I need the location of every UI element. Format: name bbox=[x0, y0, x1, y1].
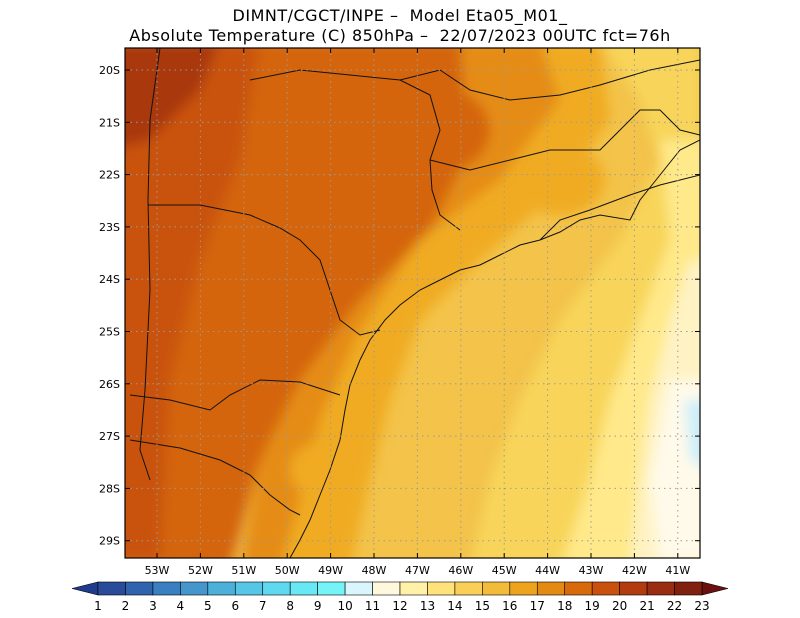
colorbar-label: 18 bbox=[557, 599, 572, 613]
lon-label: 46W bbox=[448, 564, 473, 577]
colorbar-label: 11 bbox=[365, 599, 380, 613]
axis-ticks: 20S 21S 22S 23S 24S 25S 26S 27S 28S 29S 53W 52W 51W 5… bbox=[99, 48, 700, 577]
temperature-field bbox=[125, 48, 700, 558]
colorbar-swatch bbox=[399, 581, 428, 596]
colorbar-label: 1 bbox=[94, 599, 102, 613]
lon-label: 42W bbox=[622, 564, 647, 577]
colorbar-swatch bbox=[234, 581, 264, 596]
lon-label: 53W bbox=[145, 564, 170, 577]
title-line-1: DIMNT/CGCT/INPE – Model Eta05_M01_ bbox=[232, 6, 568, 25]
colorbar-label: 16 bbox=[502, 599, 517, 613]
lon-label: 44W bbox=[535, 564, 560, 577]
lat-label: 21S bbox=[99, 116, 120, 129]
lat-label: 28S bbox=[99, 482, 120, 495]
lon-label: 52W bbox=[188, 564, 213, 577]
graticule bbox=[125, 48, 700, 558]
colorbar-label: 8 bbox=[286, 599, 294, 613]
colorbar-swatch bbox=[674, 581, 703, 596]
colorbar-label: 15 bbox=[475, 599, 490, 613]
colorbar-swatch bbox=[646, 581, 675, 596]
lat-label: 22S bbox=[99, 169, 120, 182]
colorbar-swatch bbox=[482, 581, 511, 596]
title-line-2: Absolute Temperature (C) 850hPa – 22/07/… bbox=[129, 26, 671, 45]
lon-label: 47W bbox=[405, 564, 430, 577]
lat-label: 24S bbox=[99, 273, 120, 286]
colorbar-label: 17 bbox=[530, 599, 545, 613]
colorbar-swatch bbox=[372, 581, 401, 596]
colorbar-label: 14 bbox=[447, 599, 462, 613]
colorbar-swatch bbox=[317, 581, 346, 596]
lat-label: 25S bbox=[99, 326, 120, 339]
colorbar-label: 4 bbox=[177, 599, 185, 613]
lat-label: 20S bbox=[99, 64, 120, 77]
colorbar-swatch bbox=[344, 581, 373, 596]
colorbar-swatch bbox=[591, 581, 620, 596]
colorbar-label: 7 bbox=[259, 599, 267, 613]
colorbar-label: 21 bbox=[639, 599, 654, 613]
lon-label: 48W bbox=[362, 564, 387, 577]
colorbar-low-arrow bbox=[71, 581, 99, 596]
colorbar-swatch bbox=[97, 581, 126, 596]
colorbar-swatch bbox=[427, 581, 456, 596]
lon-label: 51W bbox=[231, 564, 256, 577]
colorbar-swatch bbox=[207, 581, 236, 596]
colorbar-high-arrow bbox=[701, 581, 729, 596]
colorbar-label: 23 bbox=[694, 599, 709, 613]
colorbar-swatch bbox=[564, 581, 593, 596]
lon-label: 41W bbox=[665, 564, 690, 577]
colorbar-label: 12 bbox=[392, 599, 407, 613]
colorbar-swatch bbox=[619, 581, 648, 596]
colorbar-label: 13 bbox=[420, 599, 435, 613]
lon-label: 49W bbox=[318, 564, 343, 577]
coastline-borders bbox=[129, 48, 700, 558]
lat-label: 29S bbox=[99, 535, 120, 548]
lon-label: 43W bbox=[579, 564, 604, 577]
colorbar-swatch bbox=[152, 581, 181, 596]
lon-label: 45W bbox=[492, 564, 517, 577]
lat-label: 26S bbox=[99, 378, 120, 391]
colorbar-swatch bbox=[180, 581, 209, 596]
colorbar: 1 2 3 4 5 6 7 8 9 10 11 12 13 14 15 16 17 18 19 20 21 22 23 bbox=[71, 581, 729, 613]
colorbar-swatch bbox=[125, 581, 154, 596]
colorbar-label: 2 bbox=[122, 599, 130, 613]
colorbar-swatch bbox=[509, 581, 538, 596]
lon-label: 50W bbox=[275, 564, 300, 577]
colorbar-label: 22 bbox=[667, 599, 682, 613]
colorbar-label: 10 bbox=[337, 599, 352, 613]
colorbar-label: 9 bbox=[314, 599, 322, 613]
map-frame bbox=[124, 47, 701, 559]
colorbar-label: 5 bbox=[204, 599, 212, 613]
colorbar-label: 6 bbox=[231, 599, 239, 613]
colorbar-swatch bbox=[289, 581, 318, 596]
colorbar-swatch bbox=[454, 581, 483, 596]
colorbar-swatch bbox=[262, 581, 291, 596]
colorbar-label: 3 bbox=[149, 599, 157, 613]
colorbar-label: 19 bbox=[585, 599, 600, 613]
lat-label: 27S bbox=[99, 430, 120, 443]
lat-label: 23S bbox=[99, 221, 120, 234]
colorbar-label: 20 bbox=[612, 599, 627, 613]
colorbar-swatch bbox=[536, 581, 566, 596]
